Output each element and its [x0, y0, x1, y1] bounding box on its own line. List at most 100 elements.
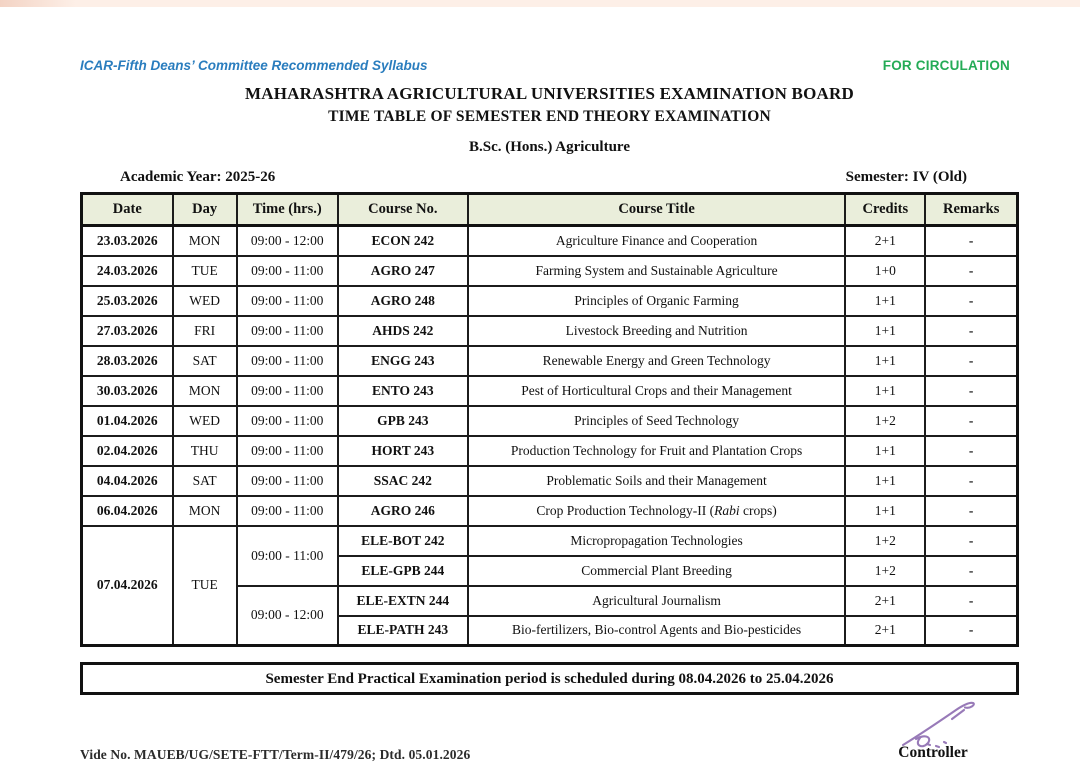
remarks-cell: - [924, 374, 1019, 407]
credits-cell: 2+1 [844, 584, 927, 617]
remarks-cell: - [924, 494, 1019, 527]
remarks-cell: - [924, 314, 1019, 347]
day-cell: TUE [171, 524, 238, 647]
column-header: Course No. [336, 192, 469, 227]
column-header: Time (hrs.) [235, 192, 339, 227]
course-no-cell: AGRO 246 [336, 494, 469, 527]
remarks-cell: - [924, 284, 1019, 317]
time-cell: 09:00 - 12:00 [235, 584, 339, 647]
course-title-cell: Agricultural Journalism [466, 584, 847, 617]
course-no-cell: GPB 243 [336, 404, 469, 437]
controller-signature [901, 701, 975, 749]
day-cell: WED [171, 404, 238, 437]
column-header: Credits [844, 192, 927, 227]
document-title: TIME TABLE OF SEMESTER END THEORY EXAMIN… [328, 108, 771, 125]
course-no-cell: AHDS 242 [336, 314, 469, 347]
table-row: 07.04.2026 TUE 09:00 - 11:00 ELE-BOT 242 Mic… [80, 524, 1019, 647]
table-row: 25.03.2026 WED 09:00 - 11:00 AGRO 248 Princi… [80, 284, 1019, 317]
timetable-body: 23.03.2026 MON 09:00 - 12:00 ECON 242 Agricu… [80, 224, 1019, 647]
remarks-cell: - [924, 554, 1019, 587]
table-header-row: Date Day Time (hrs.) Course No. Course Title… [80, 192, 1019, 227]
credits-cell: 1+1 [844, 344, 927, 377]
course-no-cell: AGRO 248 [336, 284, 469, 317]
table-row: 04.04.2026 SAT 09:00 - 11:00 SSAC 242 Proble… [80, 464, 1019, 497]
date-cell: 07.04.2026 [80, 524, 174, 647]
course-title-cell: Renewable Energy and Green Technology [466, 344, 847, 377]
day-cell: MON [171, 494, 238, 527]
credits-cell: 1+1 [844, 374, 927, 407]
board-title: MAHARASHTRA AGRICULTURAL UNIVERSITIES EX… [245, 84, 854, 103]
column-header: Day [171, 192, 238, 227]
course-title-cell: Principles of Organic Farming [466, 284, 847, 317]
remarks-cell: - [924, 524, 1019, 557]
table-row: 30.03.2026 MON 09:00 - 11:00 ENTO 243 Pest o… [80, 374, 1019, 407]
time-cell: 09:00 - 11:00 [235, 434, 339, 467]
column-header: Remarks [924, 192, 1019, 227]
remarks-cell: - [924, 614, 1019, 647]
credits-cell: 1+2 [844, 524, 927, 557]
course-title-cell: Livestock Breeding and Nutrition [466, 314, 847, 347]
credits-cell: 2+1 [844, 614, 927, 647]
credits-cell: 1+1 [844, 434, 927, 467]
table-row: ELE-PATH 243 Bio-fertilizers, Bio-control… [82, 614, 1019, 647]
table-row: 27.03.2026 FRI 09:00 - 11:00 AHDS 242 Livest… [80, 314, 1019, 347]
time-cell: 09:00 - 11:00 [235, 524, 339, 587]
day-cell: SAT [171, 464, 238, 497]
page-top-stripe [0, 0, 1080, 7]
remarks-cell: - [924, 464, 1019, 497]
date-cell: 24.03.2026 [80, 254, 174, 287]
credits-cell: 1+1 [844, 284, 927, 317]
syllabus-tagline: ICAR-Fifth Deans’ Committee Recommended … [80, 58, 428, 73]
table-row: ELE-GPB 244 Commercial Plant Breeding 1+2- [82, 554, 1019, 587]
circulation-label: FOR CIRCULATION [882, 58, 1010, 73]
time-cell: 09:00 - 11:00 [235, 464, 339, 497]
credits-cell: 2+1 [844, 224, 927, 257]
date-cell: 23.03.2026 [80, 224, 174, 257]
table-row: 06.04.2026 MON 09:00 - 11:00 AGRO 246 Crop P… [80, 494, 1019, 527]
credits-cell: 1+0 [844, 254, 927, 287]
date-cell: 27.03.2026 [80, 314, 174, 347]
time-cell: 09:00 - 11:00 [235, 344, 339, 377]
course-no-cell: ECON 242 [336, 224, 469, 257]
table-row: 28.03.2026 SAT 09:00 - 11:00 ENGG 243 Renewa… [80, 344, 1019, 377]
course-no-cell: ELE-PATH 243 [336, 614, 469, 647]
table-row: 01.04.2026 WED 09:00 - 11:00 GPB 243 Princip… [80, 404, 1019, 437]
date-cell: 04.04.2026 [80, 464, 174, 497]
date-cell: 28.03.2026 [80, 344, 174, 377]
date-cell: 02.04.2026 [80, 434, 174, 467]
credits-cell: 1+2 [844, 554, 927, 587]
time-cell: 09:00 - 11:00 [235, 254, 339, 287]
course-title-cell: Commercial Plant Breeding [466, 554, 847, 587]
date-cell: 25.03.2026 [80, 284, 174, 317]
remarks-cell: - [924, 344, 1019, 377]
academic-year-label: Academic Year: 2025-26 [120, 169, 276, 185]
day-cell: TUE [171, 254, 238, 287]
day-cell: SAT [171, 344, 238, 377]
time-cell: 09:00 - 11:00 [235, 284, 339, 317]
remarks-cell: - [924, 224, 1019, 257]
practical-exam-banner: Semester End Practical Examination perio… [80, 662, 1019, 695]
course-no-cell: ENGG 243 [336, 344, 469, 377]
course-no-cell: ENTO 243 [336, 374, 469, 407]
day-cell: WED [171, 284, 238, 317]
remarks-cell: - [924, 404, 1019, 437]
course-title-cell: Problematic Soils and their Management [466, 464, 847, 497]
column-header: Course Title [466, 192, 847, 227]
day-cell: FRI [171, 314, 238, 347]
day-cell: MON [171, 224, 238, 257]
course-title-cell: Crop Production Technology-II (Rabi crop… [466, 494, 847, 527]
time-cell: 09:00 - 11:00 [235, 374, 339, 407]
time-cell: 09:00 - 11:00 [235, 404, 339, 437]
remarks-cell: - [924, 584, 1019, 617]
remarks-cell: - [924, 254, 1019, 287]
day-cell: THU [171, 434, 238, 467]
course-title-cell: Principles of Seed Technology [466, 404, 847, 437]
course-title-cell: Micropropagation Technologies [466, 524, 847, 557]
course-no-cell: AGRO 247 [336, 254, 469, 287]
vide-reference: Vide No. MAUEB/UG/SETE-FTT/Term-II/479/2… [80, 747, 471, 762]
credits-cell: 1+2 [844, 404, 927, 437]
date-cell: 30.03.2026 [80, 374, 174, 407]
time-cell: 09:00 - 12:00 [235, 224, 339, 257]
table-row: 24.03.2026 TUE 09:00 - 11:00 AGRO 247 Farmin… [80, 254, 1019, 287]
